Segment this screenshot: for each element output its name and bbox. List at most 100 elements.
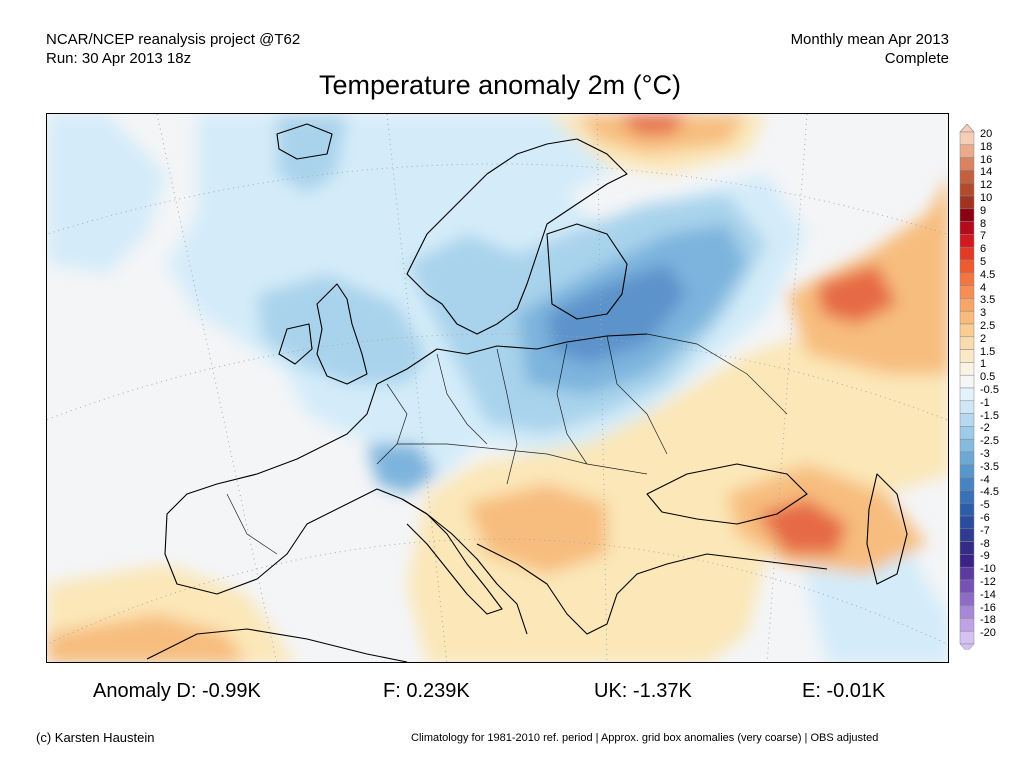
status-label: Complete <box>884 50 949 67</box>
colorbar-swatch <box>959 349 975 363</box>
colorbar-swatch <box>959 618 975 632</box>
colorbar-tick-label: -14 <box>980 588 996 601</box>
colorbar-swatch <box>959 387 975 402</box>
colorbar-swatch <box>959 592 975 606</box>
colorbar-swatch <box>959 605 975 619</box>
colorbar-tick-label: 3.5 <box>980 294 996 307</box>
colorbar-swatch <box>959 157 975 171</box>
colorbar-tick-label: 8 <box>980 217 987 230</box>
colorbar-swatch <box>959 323 975 338</box>
stat-germany: Anomaly D: -0.99K <box>93 680 261 703</box>
colorbar-swatch <box>959 208 975 222</box>
colorbar-tick-label: -1.5 <box>980 409 999 422</box>
colorbar-swatch <box>959 195 975 210</box>
colorbar-swatch <box>959 182 975 197</box>
stat-france-value: 0.239K <box>406 680 470 702</box>
stat-europe: E: -0.01K <box>802 680 885 703</box>
colorbar-tick-label: -20 <box>980 627 996 640</box>
colorbar-swatch <box>959 566 975 581</box>
colorbar-top-arrow <box>959 124 975 133</box>
colorbar-tick-label: 0.5 <box>980 371 996 384</box>
colorbar-tick-label: -2.5 <box>980 435 999 448</box>
header-right: Monthly mean Apr 2013 Complete <box>791 30 949 68</box>
stat-europe-label: E: <box>802 680 821 702</box>
colorbar-swatch <box>959 515 975 530</box>
stat-uk-label: UK: <box>594 680 628 702</box>
colorbar-tick-label: -7 <box>980 524 990 537</box>
stat-europe-value: -0.01K <box>826 680 886 702</box>
colorbar-swatch <box>959 400 975 414</box>
colorbar-tick-label: -1 <box>980 396 990 409</box>
colorbar-tick-label: 3 <box>980 307 987 320</box>
stat-uk-value: -1.37K <box>632 680 692 702</box>
colorbar-swatch <box>959 477 975 491</box>
stat-france-label: F: <box>383 680 401 702</box>
colorbar-swatch <box>959 246 975 261</box>
colorbar-swatch <box>959 541 975 555</box>
header-left: NCAR/NCEP reanalysis project @T62 Run: 3… <box>46 30 300 68</box>
colorbar-tick-label: -0.5 <box>980 384 999 396</box>
colorbar-swatch <box>959 438 975 453</box>
colorbar-swatch <box>959 362 975 376</box>
colorbar-tick-label: 1 <box>980 358 987 371</box>
cold-region-british-isles <box>257 274 427 384</box>
colorbar-tick-label: -16 <box>980 601 996 614</box>
credit-label: (c) Karsten Haustein <box>36 730 155 745</box>
colorbar-swatch <box>959 426 975 440</box>
anomaly-map <box>46 113 949 663</box>
colorbar-tick-label: 12 <box>980 179 993 192</box>
stat-germany-label: Anomaly D: <box>93 680 197 702</box>
warm-region-russia-core <box>817 264 897 324</box>
colorbar-swatch <box>959 451 975 466</box>
colorbar-tick-label: 1.5 <box>980 345 996 358</box>
colorbar-tick-label: -18 <box>980 614 996 627</box>
graticule <box>47 114 948 662</box>
colorbar-swatch <box>959 221 975 235</box>
colorbar-tick-label: -3 <box>980 448 990 460</box>
colorbar-bottom-arrow <box>959 643 975 650</box>
colorbar-swatch <box>959 630 975 645</box>
colorbar-tick-label: 5 <box>980 256 987 268</box>
colorbar-tick-label: 10 <box>980 192 993 204</box>
colorbar-swatch <box>959 234 975 248</box>
colorbar-tick-label: 6 <box>980 243 987 256</box>
cold-region-west <box>47 114 167 274</box>
colorbar-swatch <box>959 502 975 517</box>
map-title: Temperature anomaly 2m (°C) <box>319 70 681 100</box>
colorbar-swatch <box>959 170 975 184</box>
colorbar-tick-label: 20 <box>980 128 993 140</box>
colorbar-tick-label: 16 <box>980 153 993 166</box>
footnote: Climatology for 1981-2010 ref. period | … <box>411 732 879 744</box>
stat-france: F: 0.239K <box>383 680 470 703</box>
colorbar-swatch <box>959 144 975 158</box>
colorbar-swatch <box>959 259 975 274</box>
source-label: NCAR/NCEP reanalysis project @T62 <box>46 31 301 48</box>
cold-region-mid <box>277 114 347 194</box>
anomaly-field <box>47 114 948 662</box>
stat-germany-value: -0.99K <box>201 680 261 702</box>
warm-region-africa <box>47 614 246 662</box>
colorbar-tick-label: 7 <box>980 230 987 243</box>
colorbar-tick-label: -10 <box>980 563 996 576</box>
colorbar-tick-label: 2.5 <box>980 320 996 332</box>
run-label: Run: 30 Apr 2013 18z <box>46 50 192 67</box>
colorbar-tick-label: 4 <box>980 281 987 294</box>
colorbar-tick-label: -5 <box>980 499 990 512</box>
colorbar-swatch <box>959 528 975 542</box>
colorbar-tick-label: -9 <box>980 550 990 563</box>
colorbar-swatch <box>959 490 975 504</box>
colorbar-tick-label: -4 <box>980 473 990 486</box>
colorbar-swatch <box>959 131 975 146</box>
colorbar-tick-label: 2 <box>980 332 987 345</box>
cold-region-center <box>547 264 687 364</box>
colorbar-tick-label: 18 <box>980 140 993 153</box>
colorbar-tick-label: -12 <box>980 576 996 588</box>
colorbar-swatch <box>959 336 975 350</box>
colorbar <box>959 124 975 650</box>
period-label: Monthly mean Apr 2013 <box>790 31 949 48</box>
colorbar-swatch <box>959 374 975 389</box>
colorbar-tick-label: -4.5 <box>980 486 999 499</box>
colorbar-swatch <box>959 554 975 568</box>
colorbar-tick-label: -8 <box>980 537 990 550</box>
colorbar-swatch <box>959 413 975 427</box>
